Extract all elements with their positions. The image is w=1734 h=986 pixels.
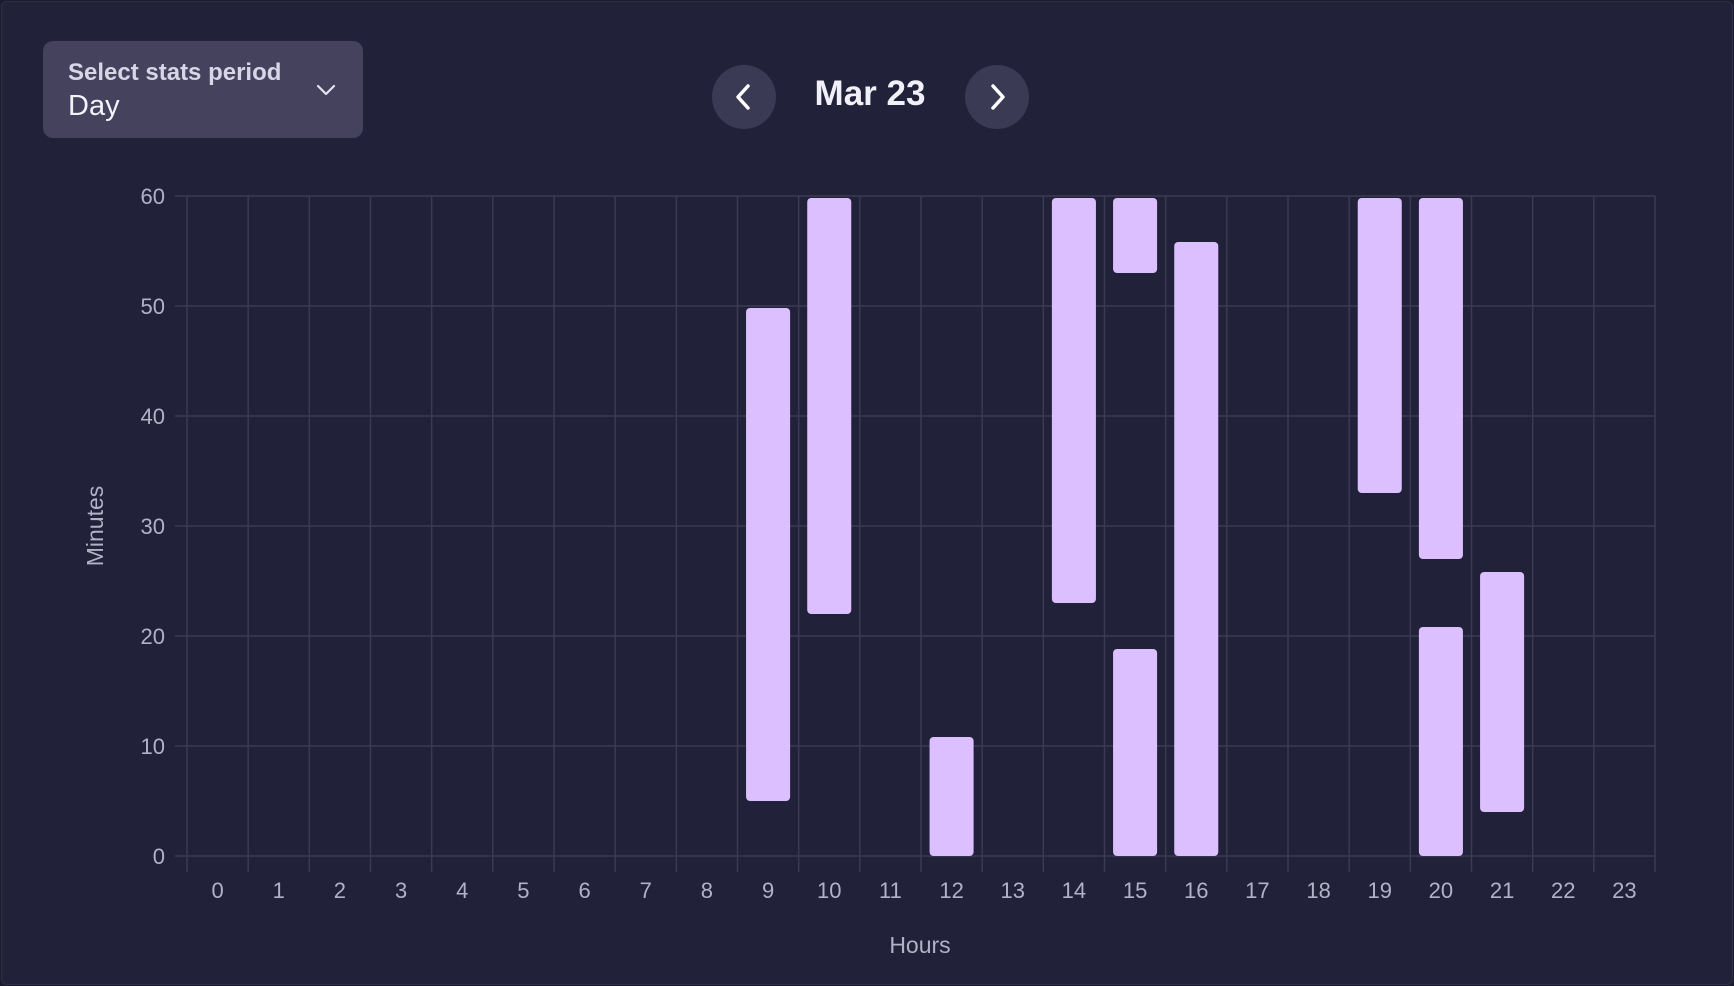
y-tick-label: 60 <box>141 184 165 209</box>
y-tick-label: 30 <box>141 514 165 539</box>
x-tick-label: 11 <box>879 878 902 903</box>
y-tick-label: 50 <box>141 294 165 319</box>
stats-period-value: Day <box>68 90 120 122</box>
x-tick-label: 23 <box>1612 878 1636 903</box>
x-tick-label: 15 <box>1123 878 1147 903</box>
chart-grid <box>175 195 1656 872</box>
x-tick-label: 14 <box>1062 878 1086 903</box>
range-bar <box>1418 627 1463 856</box>
x-tick-label: 1 <box>273 878 285 903</box>
range-bar <box>1357 198 1402 493</box>
current-date-label: Mar 23 <box>814 74 926 113</box>
x-tick-label: 22 <box>1551 878 1575 903</box>
y-axis-title: Minutes <box>82 486 108 567</box>
y-tick-label: 40 <box>141 404 165 429</box>
x-tick-label: 6 <box>578 878 590 903</box>
range-bar <box>1174 242 1219 856</box>
chevron-right-icon <box>991 84 1005 110</box>
range-bar <box>1113 198 1158 273</box>
x-tick-label: 19 <box>1368 878 1392 903</box>
x-tick-label: 21 <box>1490 878 1514 903</box>
range-bar <box>929 737 974 856</box>
x-tick-label: 17 <box>1245 878 1269 903</box>
range-bar <box>807 198 852 614</box>
range-bar <box>1051 198 1096 603</box>
x-tick-label: 13 <box>1001 878 1025 903</box>
x-tick-label: 7 <box>640 878 652 903</box>
range-bar <box>746 308 791 801</box>
stats-period-label: Select stats period <box>68 59 282 86</box>
x-tick-label: 0 <box>211 878 223 903</box>
next-date-button[interactable] <box>965 65 1029 129</box>
y-tick-label: 20 <box>141 624 165 649</box>
chevron-down-icon <box>316 84 336 96</box>
range-bar <box>1480 572 1525 812</box>
x-tick-label: 2 <box>334 878 346 903</box>
chevron-left-icon <box>736 84 750 110</box>
range-bar <box>1113 649 1158 856</box>
x-tick-label: 10 <box>817 878 841 903</box>
x-tick-label: 20 <box>1429 878 1453 903</box>
x-tick-label: 9 <box>762 878 774 903</box>
x-tick-label: 8 <box>701 878 713 903</box>
range-bar <box>1418 198 1463 559</box>
x-tick-label: 3 <box>395 878 407 903</box>
x-tick-label: 4 <box>456 878 468 903</box>
x-tick-label: 5 <box>517 878 529 903</box>
x-axis-title: Hours <box>889 932 950 958</box>
x-tick-label: 16 <box>1184 878 1208 903</box>
x-tick-label: 18 <box>1306 878 1330 903</box>
y-tick-label: 10 <box>141 734 165 759</box>
y-tick-label: 0 <box>153 844 165 869</box>
x-tick-label: 12 <box>939 878 963 903</box>
stats-period-select[interactable]: Select stats period Day <box>43 41 363 138</box>
previous-date-button[interactable] <box>712 65 776 129</box>
chart-bars <box>746 198 1525 856</box>
